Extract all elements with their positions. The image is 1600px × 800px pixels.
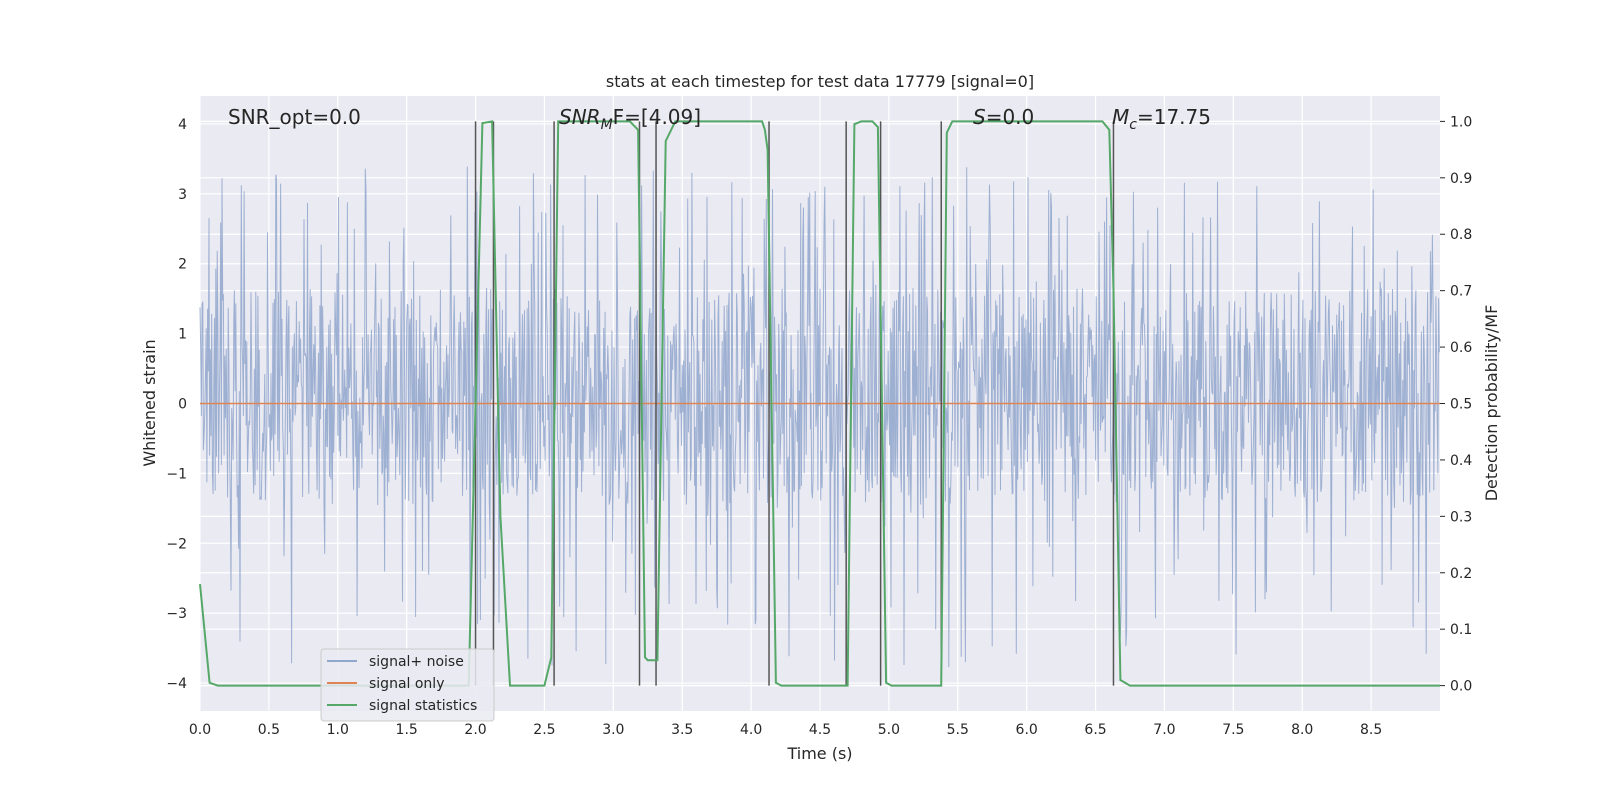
y-tick-label: 1 (178, 327, 187, 343)
annotation-s-value: =0.0 (986, 105, 1035, 129)
legend-label-signal: signal only (369, 676, 444, 692)
legend-box (320, 648, 495, 722)
x-tick-label: 2.0 (464, 722, 486, 738)
annotation-snr-mf-rest: F=[4.09] (613, 105, 701, 129)
y2-tick-label: 0.7 (1450, 284, 1472, 300)
y-tick-label: 4 (178, 117, 187, 133)
annotation-snr-opt: SNR_opt=0.0 (228, 105, 361, 129)
annotation-mc-sub: c (1129, 117, 1137, 133)
x-tick-label: 3.0 (602, 722, 624, 738)
y-tick-label: −2 (166, 536, 187, 552)
x-tick-label: 6.5 (1084, 722, 1106, 738)
y-tick-label: 0 (178, 397, 187, 413)
x-tick-label: 6.0 (1016, 722, 1038, 738)
y-tick-label: −4 (166, 676, 187, 692)
x-tick-label: 5.0 (878, 722, 900, 738)
annotation-s: S=0.0 (973, 105, 1034, 129)
y2-tick-label: 0.1 (1450, 622, 1472, 638)
y-tick-label: 3 (178, 187, 187, 203)
y-tick-label: −1 (166, 466, 187, 482)
y-tick-label: 2 (178, 257, 187, 273)
x-tick-label: 5.5 (947, 722, 969, 738)
annotation-mc-value: =17.75 (1137, 105, 1211, 129)
x-tick-label: 0.0 (189, 722, 211, 738)
x-tick-label: 1.5 (396, 722, 418, 738)
x-tick-label: 8.5 (1360, 722, 1382, 738)
y2-tick-label: 0.4 (1450, 453, 1472, 469)
y-tick-label: −3 (166, 606, 187, 622)
vertical-lines (474, 121, 1115, 686)
y2-tick-label: 1.0 (1450, 114, 1472, 130)
noise-series (199, 166, 1440, 668)
x-tick-label: 4.0 (740, 722, 762, 738)
x-tick-label: 7.0 (1153, 722, 1175, 738)
y2-tick-label: 0.2 (1450, 566, 1472, 582)
annotation-s-label: S (973, 105, 986, 129)
y-axis-label: Whitened strain (140, 339, 159, 466)
annotation-snr-mf: SNRMF=[4.09] (559, 105, 701, 133)
noise-line (199, 166, 1440, 668)
x-axis-label: Time (s) (786, 744, 852, 763)
x-tick-label: 0.5 (258, 722, 280, 738)
y2-tick-label: 0.0 (1450, 679, 1472, 695)
x-tick-label: 8.0 (1291, 722, 1313, 738)
y2-tick-label: 0.6 (1450, 340, 1472, 356)
annotation-snr-mf-base: SNR (559, 105, 601, 129)
annotation-mc-base: M (1112, 105, 1129, 129)
x-tick-label: 2.5 (533, 722, 555, 738)
x-tick-label: 1.0 (327, 722, 349, 738)
statistics-series (199, 120, 1440, 687)
x-tick-label: 3.5 (671, 722, 693, 738)
legend-label-noise: signal+ noise (369, 654, 464, 670)
tick-labels: 0.0 0.5 1.0 1.5 2.0 2.5 3.0 3.5 4.0 4.5 5.0 5.5 6.0 6… (166, 114, 1472, 738)
statistics-line (199, 120, 1440, 687)
x-tick-label: 7.5 (1222, 722, 1244, 738)
chart-title: stats at each timestep for test data 177… (606, 72, 1034, 91)
y2-tick-label: 0.3 (1450, 509, 1472, 525)
x-tick-label: 4.5 (809, 722, 831, 738)
legend-label-stats: signal statistics (369, 698, 477, 714)
legend: signal+ noise signal only signal statist… (320, 648, 495, 722)
y2-tick-label: 0.5 (1450, 397, 1472, 413)
annotation-snr-mf-sub: M (601, 117, 613, 133)
y2-tick-label: 0.8 (1450, 227, 1472, 243)
y2-tick-label: 0.9 (1450, 171, 1472, 187)
y2-axis-label: Detection probability/MF (1482, 305, 1501, 502)
annotation-mc: Mc=17.75 (1112, 105, 1211, 133)
